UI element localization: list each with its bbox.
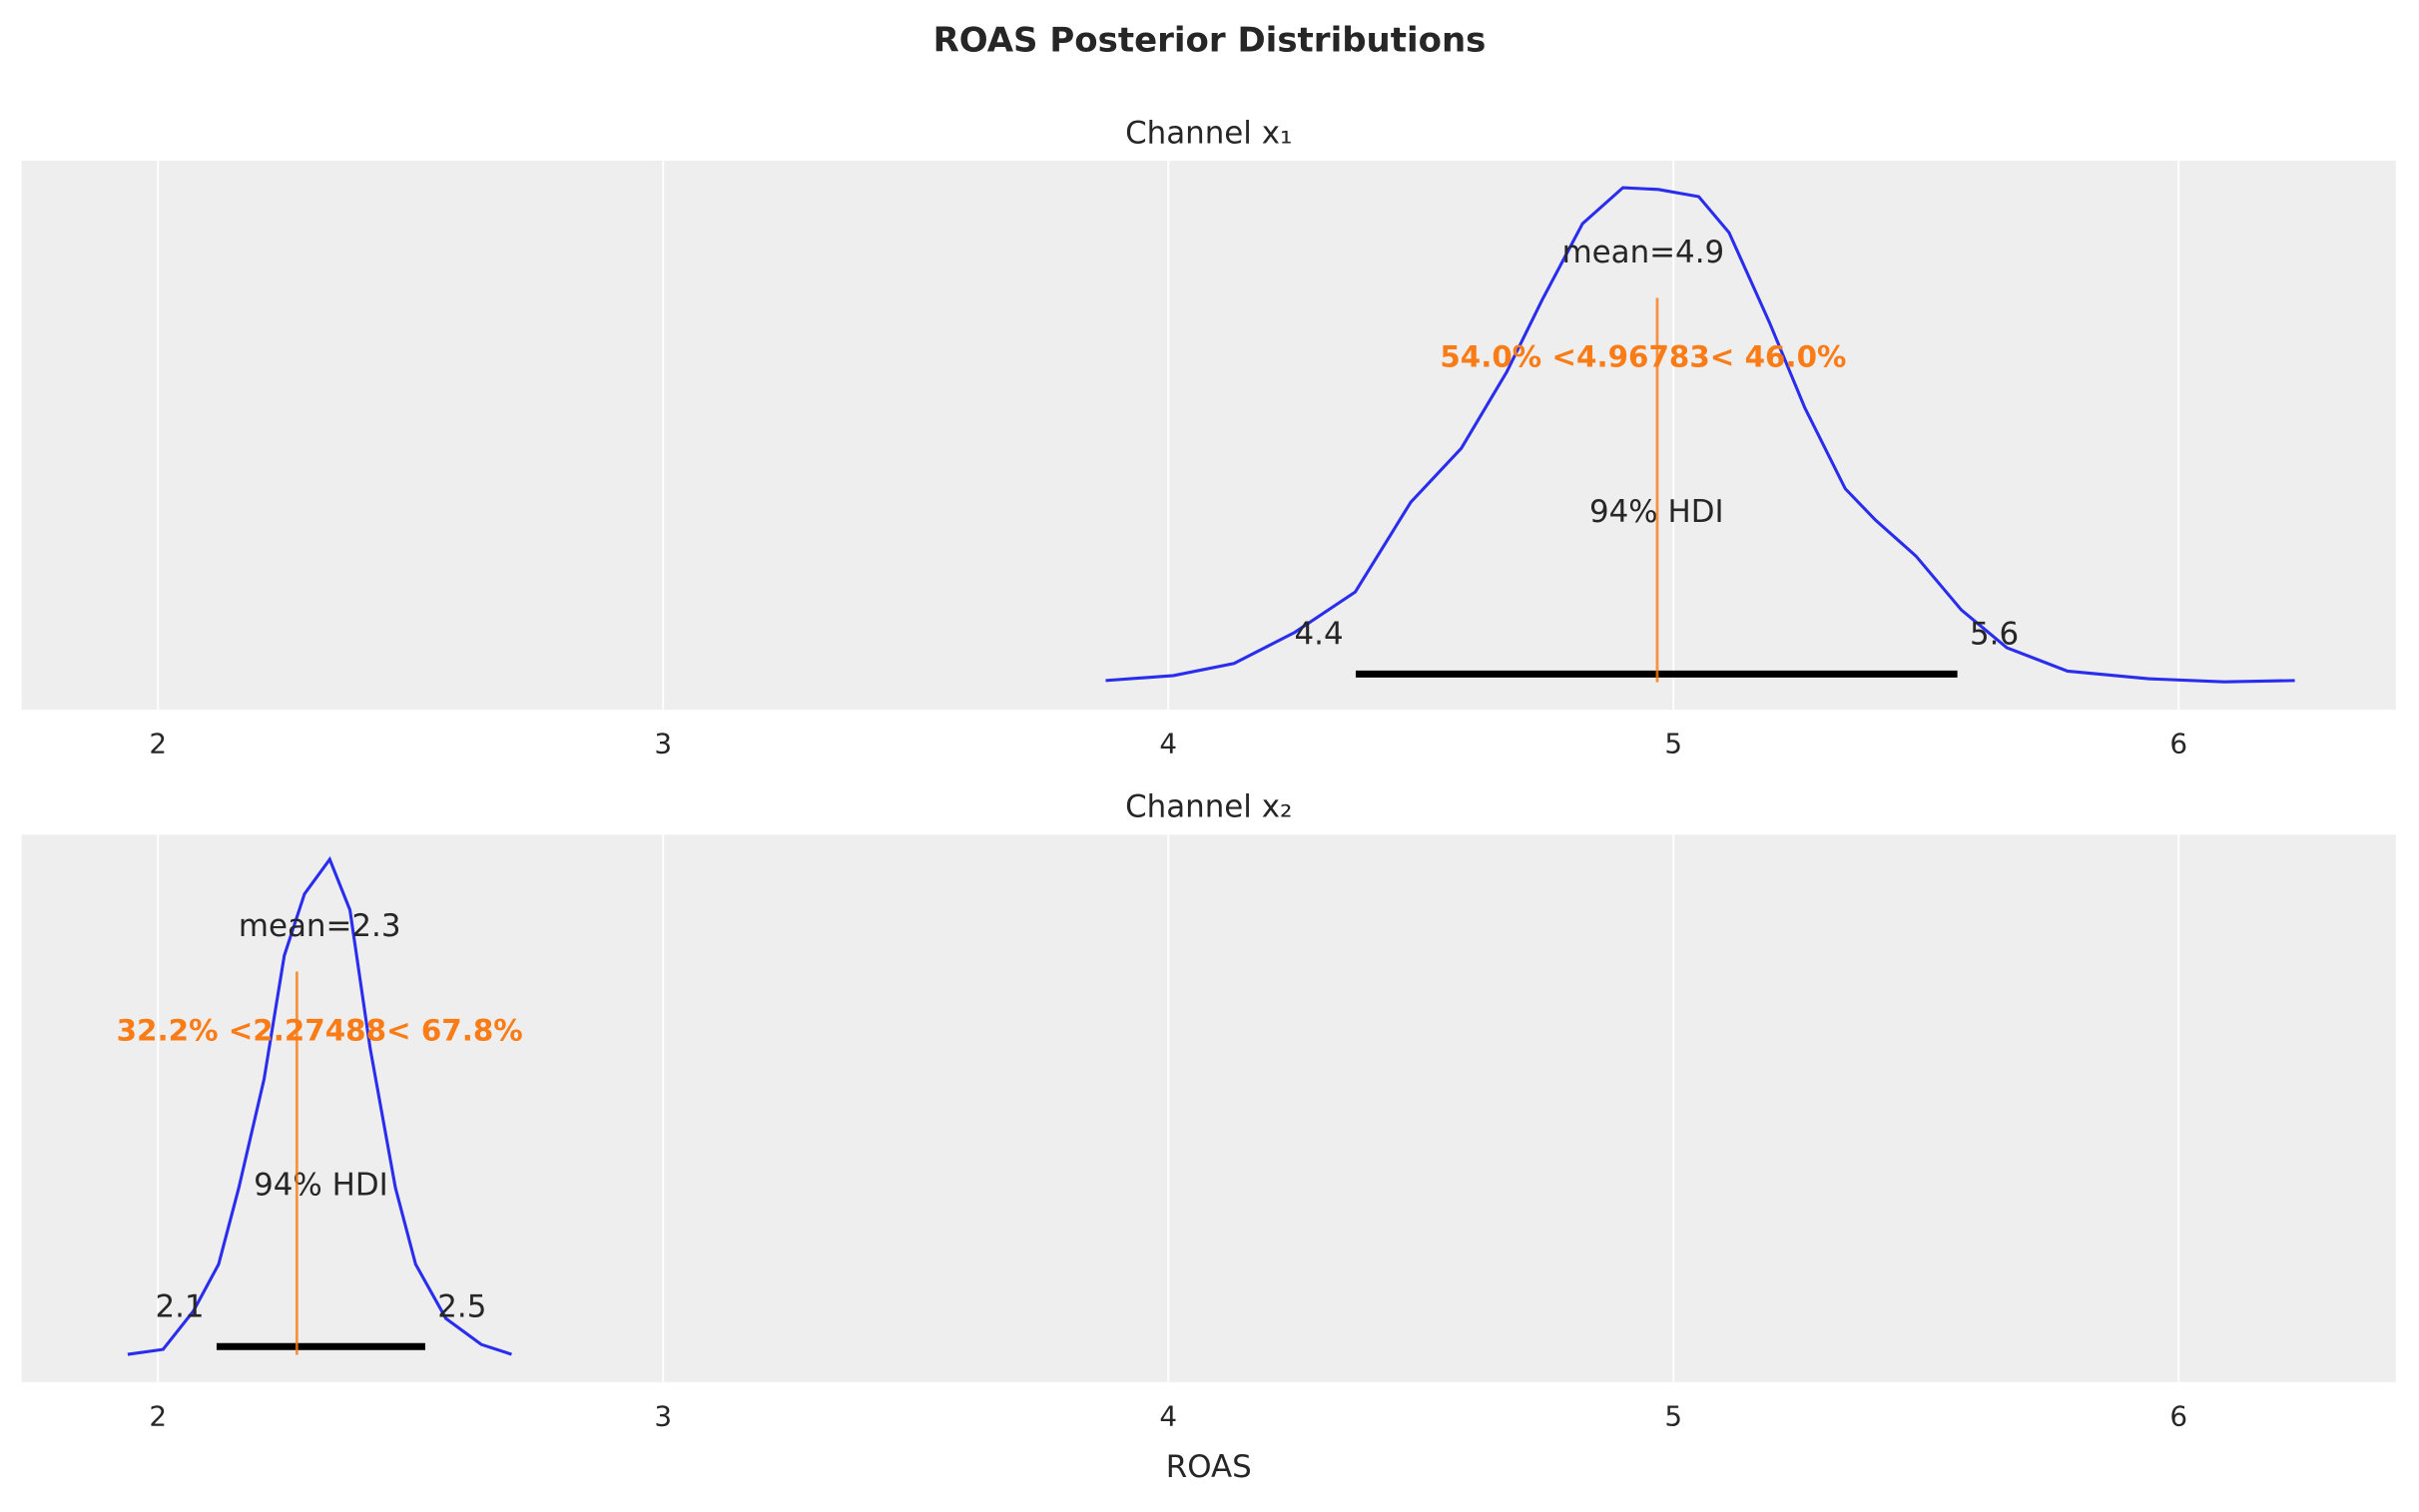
x-tick-label: 6: [2169, 728, 2187, 760]
x-axis-label: ROAS: [1166, 1449, 1252, 1485]
x-tick-label: 2: [149, 728, 167, 760]
x-tick-label: 3: [654, 1399, 672, 1432]
panel-title: Channel x₁: [1125, 115, 1292, 151]
panel-title: Channel x₂: [1125, 789, 1292, 825]
plot-area: [21, 834, 2396, 1382]
x-tick-label: 4: [1159, 1399, 1177, 1432]
plot-area: [21, 161, 2396, 711]
x-tick-label: 5: [1664, 1399, 1682, 1432]
x-tick-label: 4: [1159, 728, 1177, 760]
hdi-title: 94% HDI: [254, 1168, 388, 1204]
reference-label: 54.0% <4.96783< 46.0%: [1440, 340, 1846, 374]
hdi-label: 2.5: [437, 1288, 486, 1324]
hdi-label: 4.4: [1294, 616, 1343, 652]
reference-label: 32.2% <2.27488< 67.8%: [117, 1013, 523, 1047]
chart-title: ROAS Posterior Distributions: [933, 21, 1487, 61]
mean-label: mean=2.3: [239, 908, 401, 944]
density-curve: [1105, 186, 2295, 684]
x-tick-label: 5: [1664, 728, 1682, 760]
x-tick-label: 3: [654, 728, 672, 760]
hdi-label: 2.1: [155, 1288, 204, 1324]
x-tick-label: 2: [149, 1399, 167, 1432]
mean-label: mean=4.9: [1562, 235, 1725, 270]
hdi-label: 5.6: [1970, 616, 2019, 652]
density-curve: [127, 855, 512, 1356]
x-tick-label: 6: [2169, 1399, 2187, 1432]
